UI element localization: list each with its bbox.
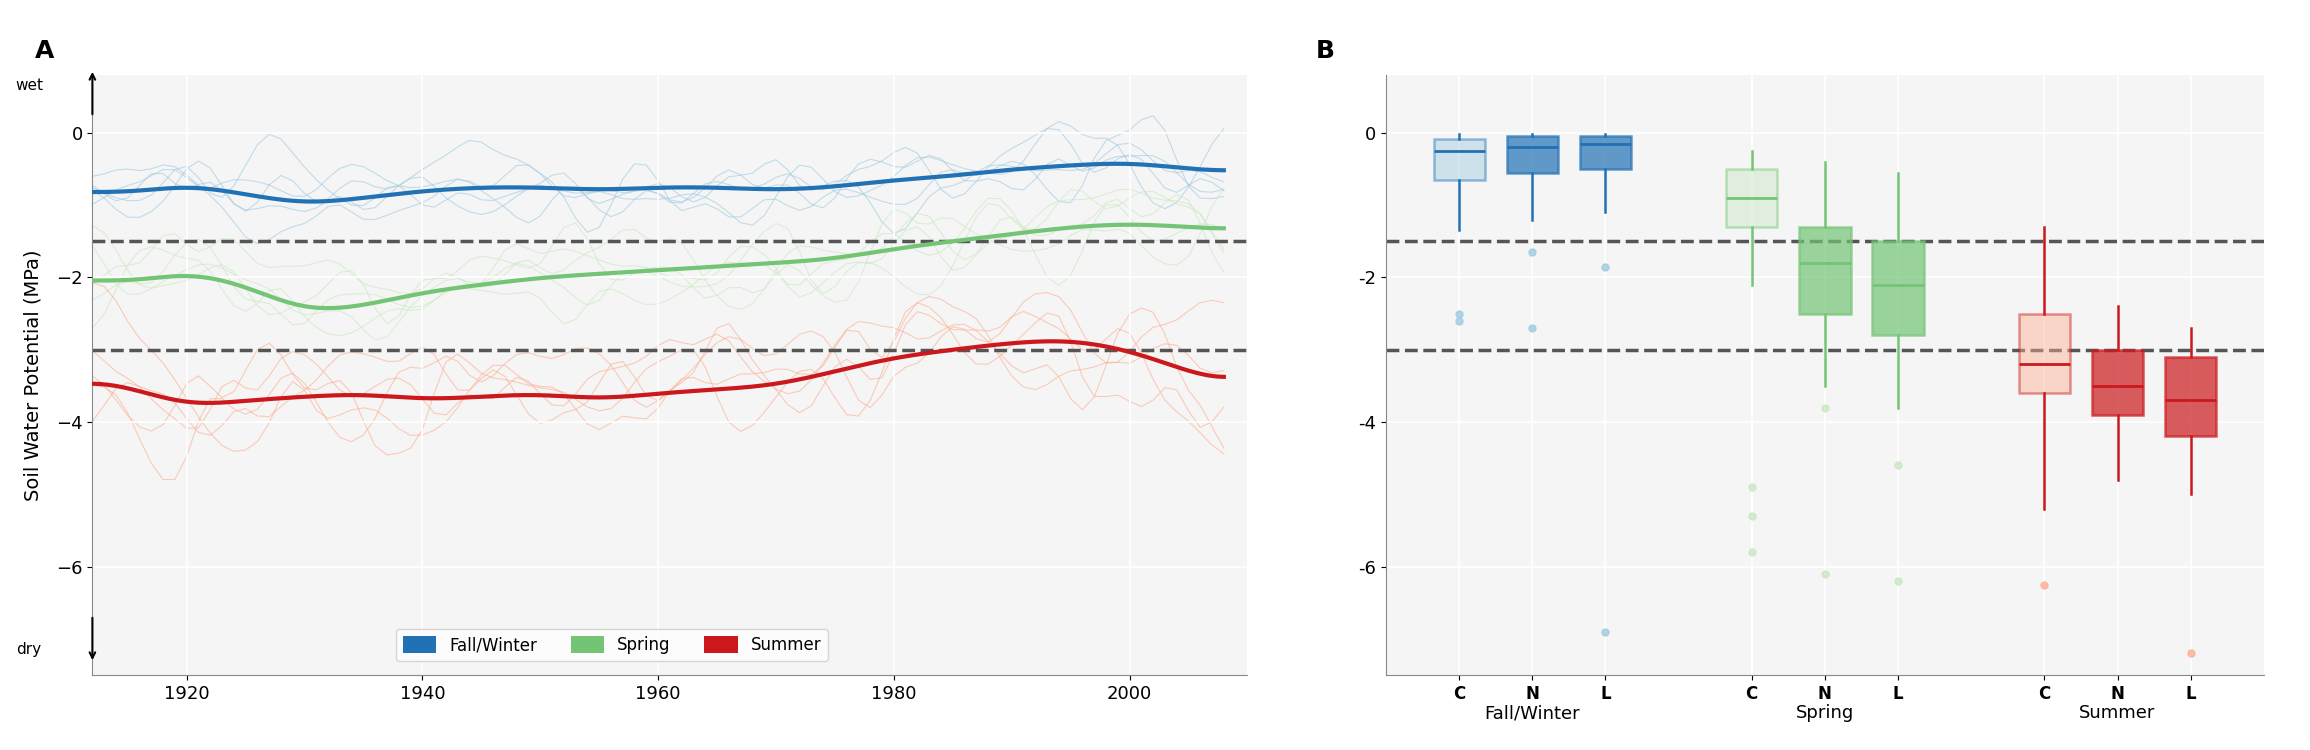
Text: A: A xyxy=(35,39,53,63)
Text: dry: dry xyxy=(16,642,42,657)
PathPatch shape xyxy=(1799,226,1850,314)
Text: Summer: Summer xyxy=(2079,704,2155,722)
Text: wet: wet xyxy=(14,78,44,93)
PathPatch shape xyxy=(2164,357,2215,436)
PathPatch shape xyxy=(1435,139,1485,180)
Text: B: B xyxy=(1317,39,1335,63)
PathPatch shape xyxy=(1873,242,1924,335)
Legend: Fall/Winter, Spring, Summer: Fall/Winter, Spring, Summer xyxy=(395,629,829,661)
Text: Spring: Spring xyxy=(1795,704,1855,722)
PathPatch shape xyxy=(2019,314,2070,393)
PathPatch shape xyxy=(2093,350,2144,415)
Y-axis label: Soil Water Potential (MPa): Soil Water Potential (MPa) xyxy=(23,249,42,501)
PathPatch shape xyxy=(1580,136,1631,169)
PathPatch shape xyxy=(1726,169,1776,226)
PathPatch shape xyxy=(1506,136,1557,172)
Text: Fall/Winter: Fall/Winter xyxy=(1485,704,1580,722)
